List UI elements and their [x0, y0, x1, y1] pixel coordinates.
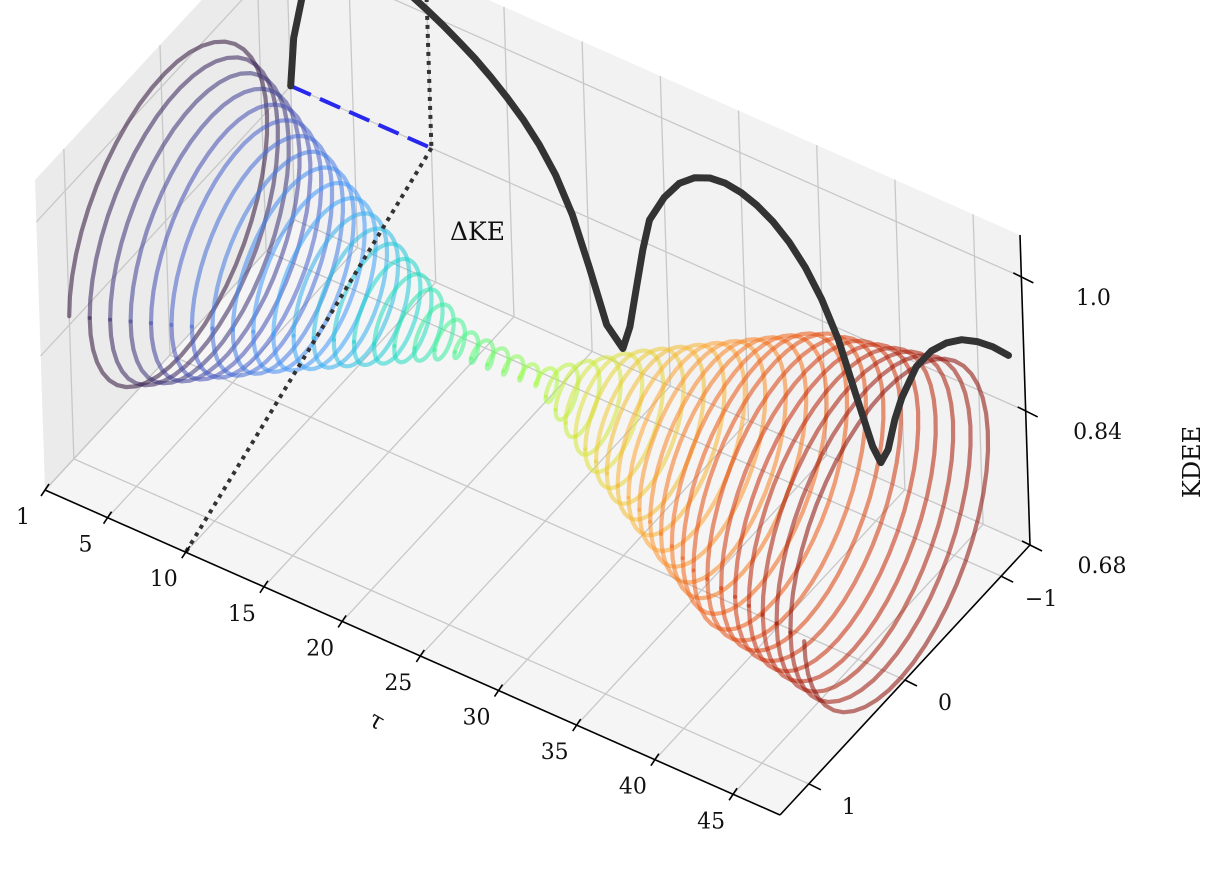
- spiral-loop: [626, 340, 748, 554]
- spiral-loop: [271, 196, 378, 372]
- grid-x-back: [581, 41, 593, 352]
- z-tick: [1017, 406, 1039, 418]
- x-tick: [493, 684, 504, 697]
- grid-z-back: [393, 0, 1022, 278]
- y-tick-label: −1: [1025, 587, 1057, 612]
- x-tick-label: 15: [228, 602, 256, 627]
- spiral-loop: [583, 348, 666, 491]
- spiral-series: [67, 39, 991, 715]
- grid-z-left: [35, 0, 243, 223]
- axis-panes: [35, 0, 1030, 815]
- x-tick-label: 5: [79, 533, 93, 558]
- spiral-loop: [691, 331, 869, 643]
- y-tick-label: 1: [842, 795, 856, 820]
- x-tick-label: 20: [306, 636, 334, 661]
- spiral-loop: [615, 342, 727, 538]
- x-tick-label: 30: [463, 706, 491, 731]
- x-tick: [102, 511, 113, 525]
- kdee-series: [287, 0, 1012, 467]
- x-tick-label: 35: [541, 740, 569, 765]
- floor-dotted-guide: [184, 147, 434, 554]
- z-tick-label: 0.68: [1078, 554, 1127, 579]
- spiral-loop: [517, 362, 541, 389]
- spiral-loop: [452, 330, 481, 365]
- grid-y-left: [257, 0, 267, 252]
- x-tick: [415, 649, 425, 663]
- x-tick: [337, 614, 347, 628]
- guide-lines-front: [184, 0, 434, 554]
- spiral-loop: [331, 241, 412, 368]
- y-tick: [808, 783, 822, 791]
- spiral-loop: [432, 317, 467, 361]
- spiral-loop: [351, 256, 423, 366]
- spiral-loop: [501, 354, 526, 383]
- x-tick: [259, 580, 269, 594]
- grid-x-back: [737, 110, 750, 421]
- y-tick-label: 0: [938, 691, 952, 716]
- grid-x-back: [503, 6, 515, 317]
- grid-y-left: [159, 44, 171, 356]
- x-tick: [728, 787, 738, 801]
- spiral-loop: [705, 334, 886, 654]
- spiral-loop: [87, 55, 280, 388]
- spiral-loop: [291, 211, 390, 370]
- spiral-loop: [372, 272, 434, 365]
- delta-ke-annotation: ΔKE: [450, 217, 505, 246]
- spiral-loop: [563, 355, 623, 457]
- z-tick-label: 0.84: [1073, 420, 1122, 445]
- x-tick-label: 40: [619, 775, 647, 800]
- spiral-loop: [485, 346, 511, 377]
- x-tick: [650, 753, 660, 767]
- grid-x-back: [972, 214, 984, 525]
- z-tick: [1012, 272, 1034, 284]
- z-axis-label: KDEE: [1178, 426, 1206, 498]
- x-axis-label: τ: [364, 705, 390, 736]
- spiral-loop: [169, 118, 324, 380]
- x-tick-label: 10: [150, 567, 178, 592]
- x-tick-label: 25: [384, 671, 412, 696]
- spiral-loop: [774, 352, 973, 705]
- spiral-loop: [67, 39, 270, 390]
- z-tick-label: 1.0: [1076, 286, 1111, 311]
- spiral-loop: [469, 338, 496, 372]
- spiral-loop: [788, 356, 991, 715]
- grid-x-back: [659, 75, 671, 386]
- guide-lines-back: [289, 84, 433, 151]
- blue-dashed-guide: [289, 84, 433, 151]
- grid-z-left: [44, 219, 296, 491]
- spiral-loop: [148, 102, 313, 382]
- spiral-loop: [760, 349, 956, 694]
- grid-z-left: [40, 85, 292, 357]
- spiral-loop: [251, 180, 367, 373]
- spiral-loop: [128, 86, 302, 384]
- x-axis-line: [44, 489, 781, 816]
- spiral-loop: [543, 362, 581, 422]
- spiral-loop: [189, 133, 335, 378]
- x-tick-label: 1: [16, 505, 30, 530]
- spiral-loop: [412, 302, 456, 362]
- back-pane: [287, 0, 1030, 545]
- z-axis-line: [1019, 234, 1031, 546]
- x-tick: [572, 718, 582, 732]
- grid-y-floor: [169, 354, 906, 681]
- grid-y-floor: [73, 458, 810, 785]
- spiral-loop: [230, 165, 356, 375]
- z-tick: [1021, 540, 1043, 552]
- y-tick: [1000, 575, 1014, 583]
- kdee-line: [287, 0, 1012, 467]
- y-tick: [904, 679, 918, 687]
- grid-x-back: [894, 179, 906, 490]
- x-tick-label: 45: [697, 809, 725, 834]
- x-tick: [181, 545, 191, 559]
- x-tick: [40, 483, 50, 497]
